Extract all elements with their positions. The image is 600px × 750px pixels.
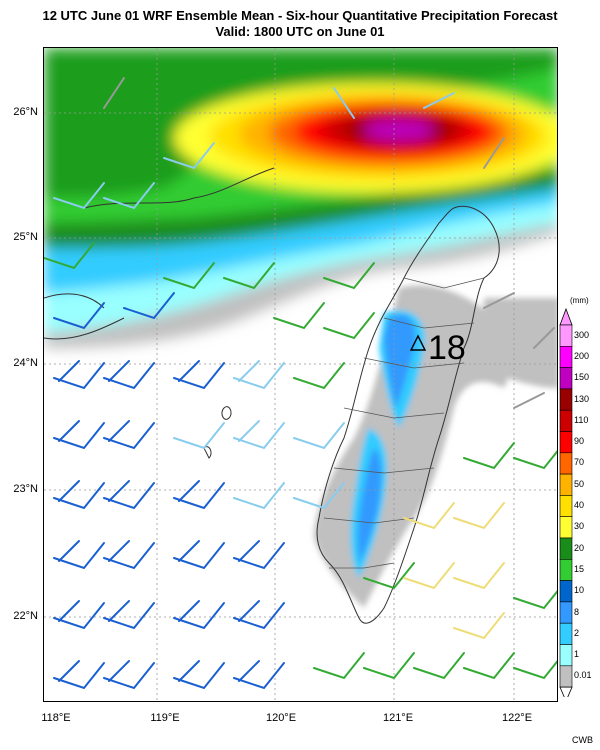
colorbar-swatch — [559, 601, 573, 624]
lat-label: 23°N — [13, 483, 38, 495]
colorbar-arrow-bottom — [559, 686, 573, 697]
colorbar-level-label: 30 — [574, 521, 585, 532]
colorbar-level-label: 2 — [574, 627, 580, 638]
precipitation-map: 18 — [44, 48, 557, 701]
colorbar-level-label: 20 — [574, 542, 585, 553]
colorbar-level-label: 10 — [574, 585, 585, 596]
colorbar-arrow-top — [559, 307, 573, 326]
colorbar-swatch — [559, 409, 573, 432]
wind-barbs — [44, 77, 557, 690]
colorbar-level-label: 50 — [574, 478, 585, 489]
colorbar-level-label: 90 — [574, 436, 585, 447]
peak-marker-icon — [409, 334, 427, 351]
rain-taiwan — [314, 285, 557, 608]
colorbar-unit: (mm) — [570, 296, 589, 305]
lat-label: 22°N — [13, 610, 38, 622]
lon-label: 120°E — [265, 712, 297, 724]
colorbar-level-label: 1 — [574, 649, 580, 660]
colorbar-swatch — [559, 537, 573, 560]
colorbar-swatch — [559, 580, 573, 603]
colorbar-swatch — [559, 324, 573, 347]
colorbar-swatch — [559, 345, 573, 368]
colorbar-swatch — [559, 431, 573, 454]
peak-value: 18 — [428, 329, 466, 367]
colorbar-swatch — [559, 473, 573, 496]
colorbar-swatch — [559, 622, 573, 645]
map-panel: 18 — [43, 47, 558, 702]
colorbar-swatch — [559, 388, 573, 411]
county-borders — [323, 277, 485, 569]
graticule — [44, 48, 557, 701]
colorbar-level-label: 110 — [574, 414, 589, 425]
lon-label: 118°E — [41, 712, 71, 724]
colorbar — [559, 307, 573, 697]
colorbar-swatch — [559, 495, 573, 517]
colorbar-level-label: 70 — [574, 457, 585, 468]
colorbar-swatch — [559, 367, 573, 390]
lon-label: 121°E — [382, 712, 414, 724]
map-subtitle: Valid: 1800 UTC on June 01 — [215, 24, 385, 39]
lat-label: 25°N — [13, 231, 38, 243]
colorbar-level-label: 200 — [574, 350, 590, 361]
lon-label: 122°E — [501, 712, 533, 724]
colorbar-level-label: 0.01 — [574, 670, 592, 681]
colorbar-swatch — [559, 559, 573, 581]
colorbar-swatch — [559, 452, 573, 475]
lon-label: 119°E — [150, 712, 180, 724]
colorbar-level-label: 40 — [574, 500, 585, 511]
colorbar-swatch — [559, 644, 573, 667]
colorbar-swatch — [559, 516, 573, 539]
map-title: 12 UTC June 01 WRF Ensemble Mean - Six-h… — [42, 8, 558, 23]
lat-label: 26°N — [13, 106, 38, 118]
colorbar-level-label: 300 — [574, 329, 590, 340]
colorbar-level-label: 130 — [574, 393, 590, 404]
coastline — [44, 167, 500, 624]
colorbar-level-label: 15 — [574, 563, 585, 574]
colorbar-level-label: 150 — [574, 372, 590, 383]
colorbar-level-label: 8 — [574, 606, 580, 617]
credit-label: CWB — [572, 735, 593, 745]
colorbar-swatch — [559, 665, 573, 688]
lat-label: 24°N — [13, 357, 38, 369]
